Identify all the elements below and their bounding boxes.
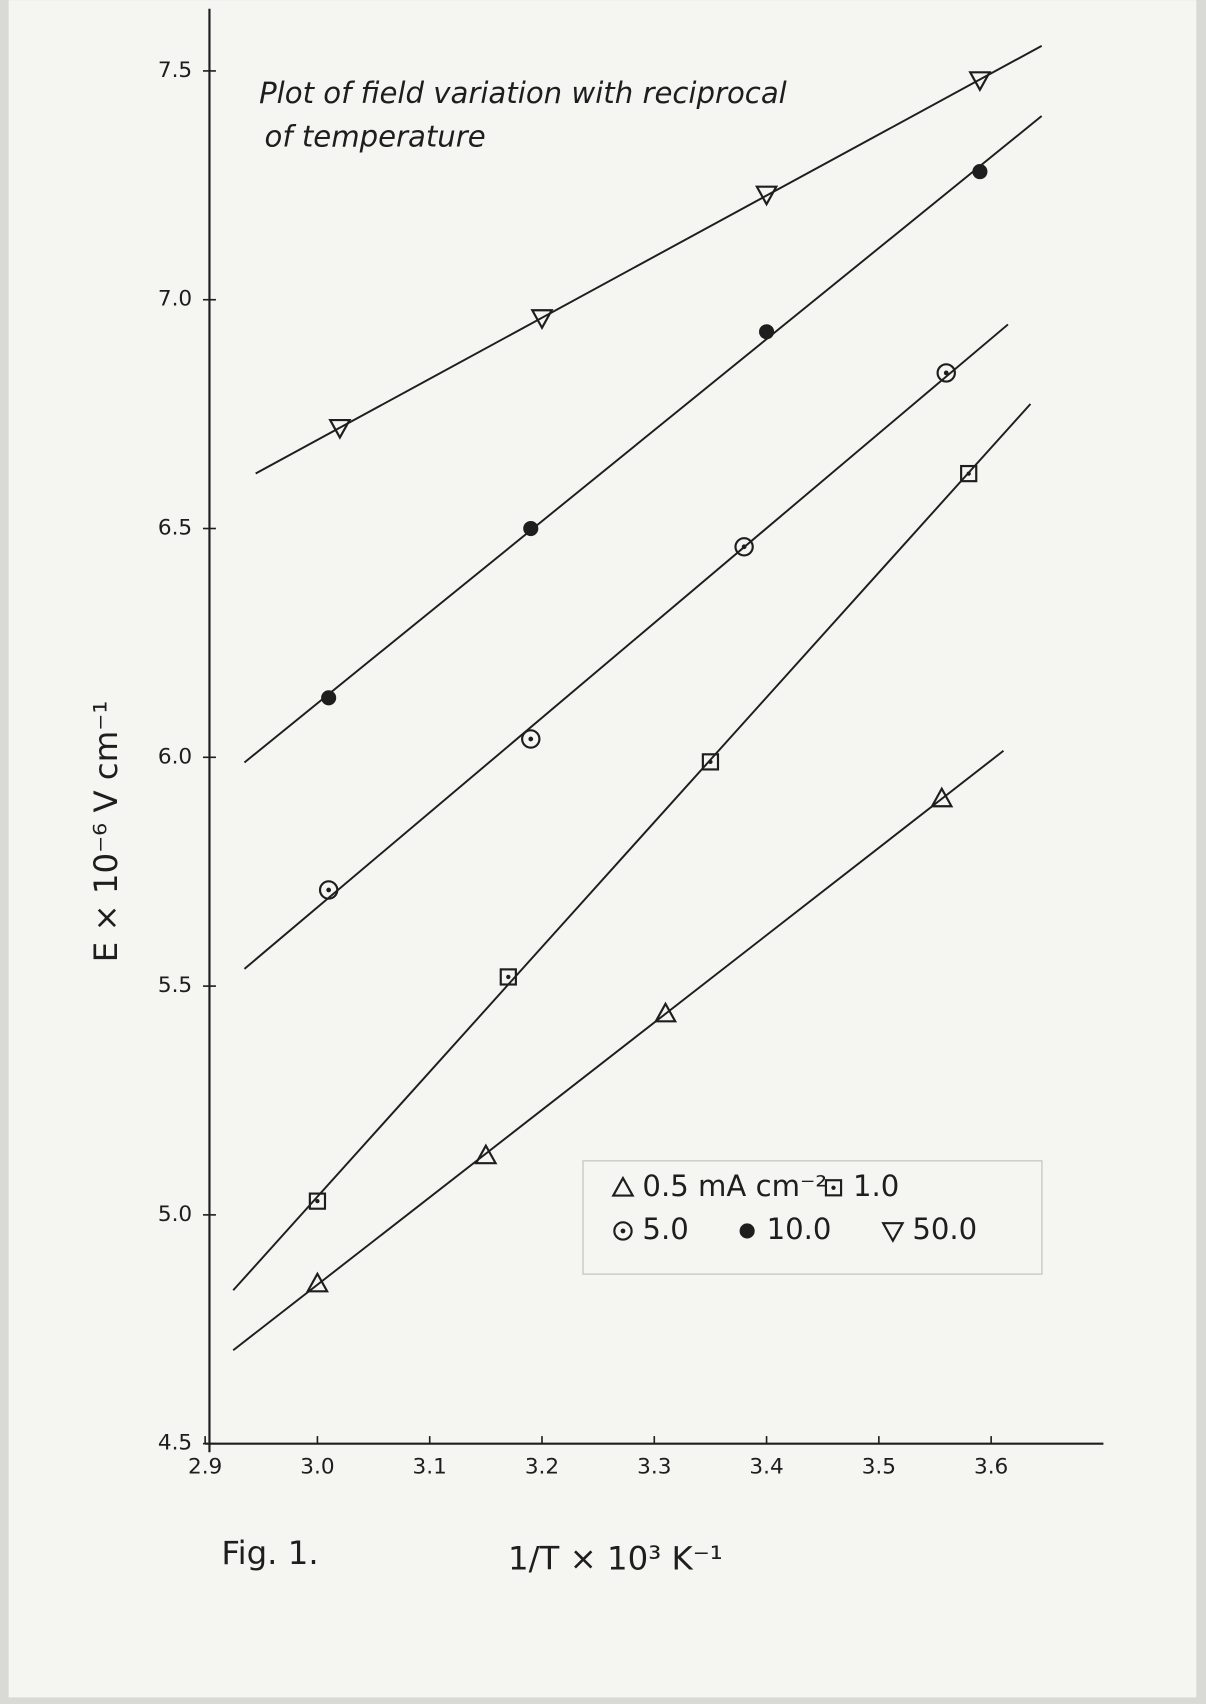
- x-tick-label: 3.3: [637, 1454, 671, 1479]
- marker-dot: [315, 1199, 319, 1203]
- marker-filled-circle: [973, 165, 986, 178]
- x-tick-label: 2.9: [188, 1454, 222, 1479]
- y-tick-label: 7.0: [158, 287, 192, 312]
- y-tick-label: 6.0: [158, 744, 192, 769]
- marker-dot: [967, 471, 971, 475]
- marker-dot: [621, 1229, 626, 1234]
- legend-label: 50.0: [912, 1212, 977, 1246]
- marker-filled-circle: [760, 325, 773, 338]
- y-tick-label: 5.0: [158, 1202, 192, 1227]
- legend-entry: 0.5 mA cm⁻²: [613, 1169, 827, 1203]
- y-tick-label: 5.5: [158, 973, 192, 998]
- marker-filled-circle: [741, 1224, 754, 1237]
- y-tick-label: 6.5: [158, 516, 192, 541]
- x-tick-label: 3.6: [974, 1454, 1008, 1479]
- page: {"chart_data":{ "type":"scatter", "title…: [0, 0, 1206, 1704]
- marker-filled-circle: [322, 691, 335, 704]
- marker-dot: [944, 371, 949, 376]
- x-tick-label: 3.4: [749, 1454, 783, 1479]
- title-line: Plot of field variation with reciprocal: [259, 76, 787, 110]
- caption: Fig. 1.: [221, 1534, 318, 1572]
- x-tick-label: 3.5: [862, 1454, 896, 1479]
- x-axis-label: 1/T × 10³ K⁻¹: [508, 1539, 723, 1577]
- y-axis-label: E × 10⁻⁶ V cm⁻¹: [87, 701, 125, 963]
- marker-dot: [708, 760, 712, 764]
- legend-label: 5.0: [642, 1212, 688, 1246]
- marker-dot: [831, 1186, 835, 1190]
- y-tick-label: 4.5: [158, 1431, 192, 1456]
- chart: Plot of field variation with reciprocal …: [0, 0, 1206, 1704]
- x-tick-label: 3.2: [525, 1454, 559, 1479]
- y-tick-label: 7.5: [158, 58, 192, 83]
- legend-label: 1.0: [853, 1169, 899, 1203]
- marker-dot: [506, 975, 510, 979]
- marker-dot: [326, 888, 331, 893]
- title-line: of temperature: [265, 119, 486, 153]
- marker-dot: [742, 544, 747, 549]
- x-tick-label: 3.0: [300, 1454, 334, 1479]
- legend-label: 0.5 mA cm⁻²: [642, 1169, 827, 1203]
- marker-dot: [528, 737, 533, 742]
- marker-filled-circle: [524, 522, 537, 535]
- legend-label: 10.0: [767, 1212, 832, 1246]
- x-tick-label: 3.1: [413, 1454, 447, 1479]
